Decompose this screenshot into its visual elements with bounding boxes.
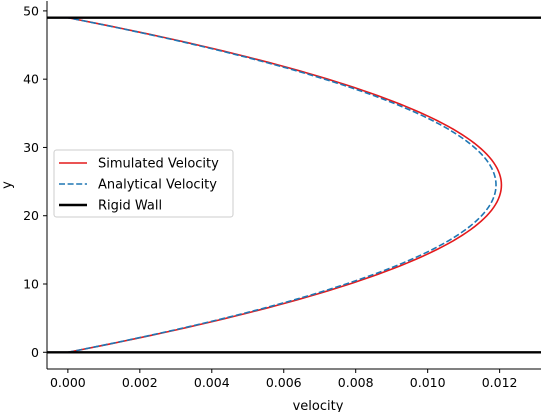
plot-area	[47, 16, 541, 354]
x-tick-label: 0.006	[266, 375, 302, 390]
y-tick-label: 30	[23, 140, 39, 155]
simulated-velocity-line	[67, 16, 503, 354]
legend-label-analytical: Analytical Velocity	[98, 178, 217, 193]
x-axis-label: velocity	[293, 399, 344, 412]
y-tick-label: 40	[23, 72, 39, 87]
x-tick-label: 0.002	[122, 375, 158, 390]
legend: Simulated Velocity Analytical Velocity Rig…	[53, 149, 234, 218]
y-tick-label: 0	[31, 345, 39, 360]
plot-clip-group	[47, 16, 541, 354]
analytical-velocity-line	[67, 16, 497, 354]
x-tick-label: 0.012	[482, 375, 518, 390]
y-tick-label: 20	[23, 208, 39, 223]
y-tick-label: 10	[23, 276, 39, 291]
legend-box	[53, 149, 234, 218]
x-tick-label: 0.004	[194, 375, 230, 390]
y-tick-label: 50	[23, 3, 39, 18]
x-tick-label: 0.010	[410, 375, 446, 390]
x-tick-label: 0.008	[338, 375, 374, 390]
x-tick-label: 0.000	[50, 375, 86, 390]
legend-label-rigid-wall: Rigid Wall	[98, 199, 162, 214]
y-axis-label: y	[0, 181, 15, 189]
legend-label-simulated: Simulated Velocity	[98, 157, 219, 172]
